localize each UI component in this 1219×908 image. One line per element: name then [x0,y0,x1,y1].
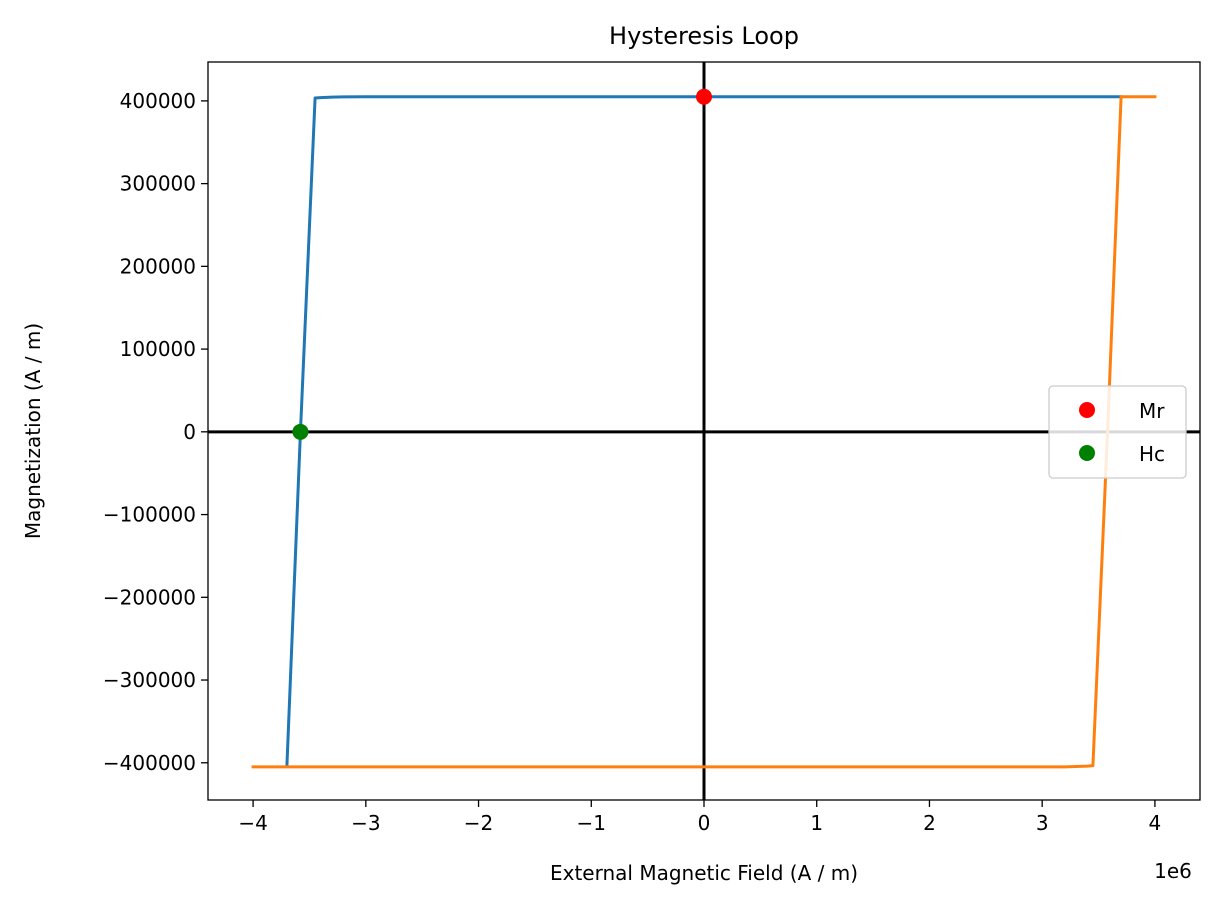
point-mr [696,88,712,105]
legend-label-mr: Mr [1139,399,1165,423]
chart-title: Hysteresis Loop [609,22,799,50]
highlight-points [292,88,712,440]
series-line-2 [251,95,1157,769]
x-tick-label: −2 [464,811,493,835]
x-tick-label: 1 [810,811,823,835]
reference-lines [208,62,1200,800]
legend-marker-hc [1079,445,1095,461]
x-tick-label: 4 [1149,811,1162,835]
point-hc [292,423,309,440]
x-tick-label: 3 [1036,811,1049,835]
y-tick-label: 400000 [120,89,196,113]
legend-label-hc: Hc [1139,442,1165,466]
y-tick-label: −100000 [103,503,196,527]
y-axis: −400000 −300000 −200000 −100000 0 100000 20000… [103,89,208,775]
x-tick-label: −1 [577,811,606,835]
y-tick-label: −200000 [103,585,196,609]
y-tick-label: 300000 [120,172,196,196]
series-line-1 [285,95,1123,768]
x-offset-label: 1e6 [1154,859,1192,883]
y-axis-label: Magnetization (A / m) [21,323,45,539]
x-tick-label: −3 [351,811,380,835]
y-tick-label: 200000 [120,254,196,278]
legend: Mr Hc [1048,385,1187,479]
x-axis: −4 −3 −2 −1 0 1 2 3 4 [238,800,1161,835]
y-tick-label: 100000 [120,337,196,361]
x-axis-label: External Magnetic Field (A / m) [550,861,858,885]
legend-marker-mr [1079,402,1095,418]
y-tick-label: −300000 [103,668,196,692]
x-tick-label: −4 [238,811,267,835]
y-tick-label: 0 [183,420,196,444]
legend-box [1048,385,1187,479]
series-lines [251,95,1157,769]
x-tick-label: 0 [698,811,711,835]
y-tick-label: −400000 [103,751,196,775]
x-tick-label: 2 [923,811,936,835]
